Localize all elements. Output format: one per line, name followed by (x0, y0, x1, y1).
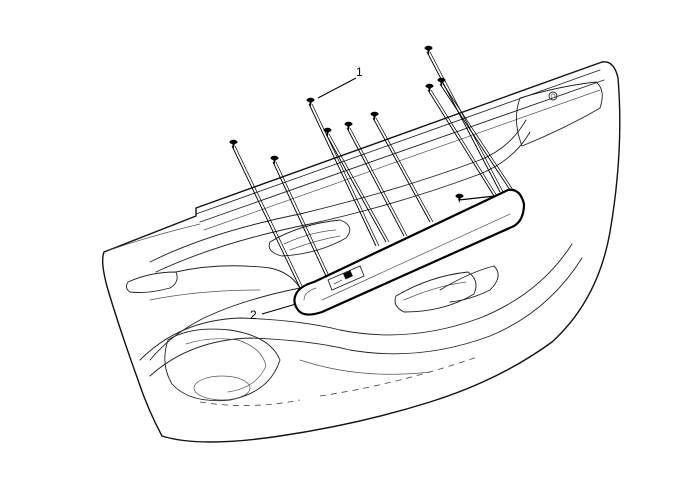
fastener-leader-line (430, 89, 498, 197)
fastener-leader-line (429, 51, 504, 193)
callout-2: 2 (250, 303, 297, 322)
fastener-leader-line (460, 195, 498, 201)
push-pin-fastener-icon (270, 155, 279, 165)
lower-panel-contour (139, 243, 573, 361)
window-switch-bezel (293, 188, 526, 316)
belt-molding-lower (199, 79, 605, 223)
fastener-leader-line (325, 133, 387, 243)
fastener-leader-line (375, 117, 434, 223)
fastener-leader-line (349, 127, 408, 237)
inside-handle-bezel (268, 219, 351, 257)
fastener-leader-line (372, 117, 431, 223)
push-pin-fastener-icon (424, 45, 433, 55)
fastener-leader-line (231, 145, 301, 289)
callout-1-label: 1 (356, 65, 363, 79)
fastener-leader-line (427, 89, 495, 197)
fastener-leader-line (439, 83, 511, 191)
push-pin-fastener-icon (229, 139, 238, 149)
map-pocket (164, 328, 281, 402)
window-switch (327, 265, 365, 291)
pull-handle-right (394, 271, 477, 313)
push-pin-fastener-icon (306, 97, 315, 107)
fastener-leader-line (275, 161, 330, 277)
push-pin-fastener-icon (370, 111, 379, 121)
callout-2-label: 2 (250, 308, 257, 322)
fastener-leader-line (346, 127, 405, 237)
push-pin-fastener-icon (344, 121, 353, 131)
callout-2-leader (261, 303, 297, 315)
speaker-grille (193, 375, 251, 401)
fastener-leader-line (311, 103, 380, 247)
fastener-leader-line (272, 161, 327, 277)
upper-bolster (149, 119, 527, 263)
fastener-leader-line (426, 51, 501, 193)
push-pin-fastener-icon (437, 77, 446, 87)
belt-molding (195, 69, 601, 215)
fastener-group (229, 45, 514, 289)
callout-1-leader (317, 77, 357, 99)
fastener-leader-line (442, 83, 514, 191)
upper-trim-piece (516, 81, 603, 147)
fastener-leader-line (308, 103, 377, 247)
push-pin-fastener-icon (323, 127, 332, 137)
armrest (149, 265, 301, 361)
pull-cup-left (125, 271, 178, 293)
switch-bezel-body (293, 188, 526, 316)
fastener-leader-line (328, 133, 390, 243)
switch-button (343, 270, 353, 280)
lock-knob (548, 91, 558, 101)
fastener-leader-line (234, 145, 304, 289)
door-trim-panel (101, 61, 621, 443)
callout-1: 1 (317, 65, 363, 99)
push-pin-fastener-icon (455, 193, 464, 203)
push-pin-fastener-icon (425, 83, 434, 93)
door-panel-outline (101, 61, 621, 443)
